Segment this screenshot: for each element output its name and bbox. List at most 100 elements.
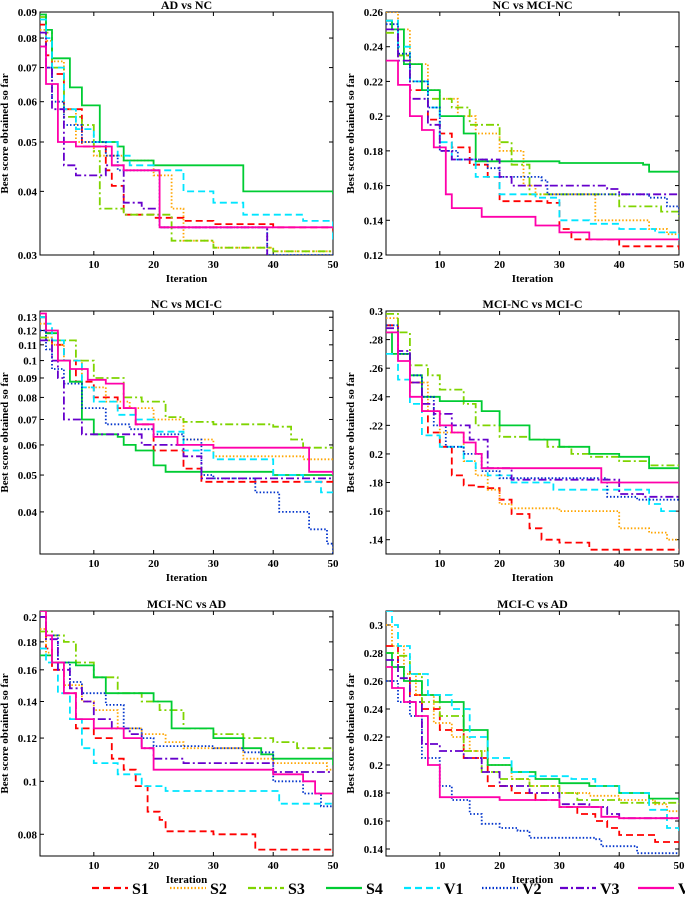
y-tick-label: 0.2 [369, 449, 383, 461]
legend-item-s1: S1 [92, 881, 149, 898]
legend: S1 S2 S3 S4 V1 V2 V3 V4 [92, 881, 685, 898]
legend-label: V4 [678, 881, 685, 898]
x-tick-label: 20 [148, 860, 160, 872]
y-tick-label: 0.16 [364, 816, 384, 828]
plot-frame [385, 310, 680, 555]
y-tick-label: 0.14 [364, 844, 384, 856]
chart-panel-1: AD vs NC Iteration Best score obtained so … [0, 0, 339, 285]
y-tick-label: 0.16 [364, 181, 384, 193]
x-tick-label: 30 [208, 860, 220, 872]
series-line-s4 [386, 19, 679, 173]
y-tick-label: 0.09 [18, 7, 38, 19]
x-tick-label: 50 [674, 259, 685, 271]
x-tick-label: 20 [148, 259, 160, 271]
legend-label: V1 [444, 881, 464, 898]
series-line-s2 [40, 628, 333, 771]
y-tick-label: 0.22 [364, 732, 384, 744]
series-line-s2 [40, 29, 333, 253]
x-tick-label: 40 [268, 259, 280, 271]
y-tick-label: 0.2 [369, 111, 383, 123]
x-tick-label: 50 [328, 860, 340, 872]
x-axis-label: Iteration [512, 572, 554, 584]
x-tick-label: 20 [494, 558, 506, 570]
legend-item-v4: V4 [638, 881, 685, 898]
x-tick-label: 50 [674, 860, 685, 872]
series-line-v1 [386, 611, 679, 835]
y-tick-label: 0.24 [364, 704, 384, 716]
x-tick-label: 10 [434, 259, 446, 271]
x-tick-label: 40 [614, 558, 626, 570]
series-line-s2 [40, 322, 333, 461]
y-tick-label: 0.13 [18, 312, 38, 324]
legend-label: S1 [132, 881, 149, 898]
y-tick-label: 0.06 [18, 97, 38, 109]
x-tick-label: 40 [614, 860, 626, 872]
y-axis-label: Best score obtained so far [0, 73, 11, 193]
series-line-v2 [40, 329, 333, 554]
plot-frame [39, 610, 334, 857]
x-axis-label: Iteration [166, 273, 208, 285]
y-axis-label: Best score obtained so far [345, 73, 357, 193]
plot-frame [385, 11, 680, 256]
plot-frame [39, 310, 334, 555]
x-tick-label: 40 [614, 259, 626, 271]
y-tick-label: 0.3 [369, 620, 383, 632]
x-tick-label: 50 [328, 558, 340, 570]
series-line-v2 [386, 680, 679, 855]
legend-label: V2 [522, 881, 542, 898]
series-line-v3 [386, 28, 679, 196]
x-tick-label: 30 [208, 558, 220, 570]
series-line-s3 [40, 336, 333, 449]
y-tick-label: 0.08 [18, 392, 38, 404]
chart-title: MCI-NC vs AD [147, 597, 227, 611]
series-line-v1 [40, 18, 333, 241]
series-line-v4 [40, 312, 333, 475]
y-tick-label: 0.07 [18, 414, 38, 426]
y-tick-label: 0.07 [18, 63, 38, 75]
chart-panel-5: MCI-NC vs AD Iteration Best score obtained… [0, 597, 339, 886]
x-tick-label: 10 [434, 860, 446, 872]
y-axis-label: Best score obtained so far [0, 673, 11, 793]
y-tick-label: 0.3 [369, 306, 383, 318]
x-tick-label: 30 [554, 259, 566, 271]
legend-item-v2: V2 [482, 881, 542, 898]
x-tick-label: 30 [208, 259, 220, 271]
y-tick-label: .18 [369, 478, 383, 490]
y-tick-label: 0.2 [23, 612, 37, 624]
y-tick-label: 0.04 [18, 507, 38, 519]
chart-panel-3: NC vs MCI-C Iteration Best score obtained … [0, 297, 339, 584]
x-tick-label: 10 [88, 558, 100, 570]
y-tick-label: .14 [369, 535, 383, 547]
series-line-v2 [40, 616, 333, 808]
legend-item-v3: V3 [560, 881, 620, 898]
y-axis-label: Best score obtained so far [345, 372, 357, 492]
x-tick-label: 30 [554, 860, 566, 872]
legend-item-v1: V1 [404, 881, 464, 898]
y-tick-label: 0.12 [364, 250, 384, 262]
legend-label: S2 [210, 881, 227, 898]
y-tick-label: 0.2 [369, 760, 383, 772]
y-tick-label: 0.1 [23, 776, 37, 788]
y-tick-label: .26 [369, 363, 383, 375]
legend-label: S3 [288, 881, 305, 898]
series-line-v4 [40, 611, 333, 795]
x-tick-label: 50 [328, 259, 340, 271]
chart-panel-4: MCI-NC vs MCI-C Iteration Best score obtai… [345, 297, 685, 584]
x-tick-label: 40 [268, 558, 280, 570]
y-tick-label: 0.11 [18, 340, 37, 352]
legend-item-s2: S2 [170, 881, 227, 898]
x-axis-label: Iteration [512, 874, 554, 886]
legend-item-s4: S4 [326, 881, 383, 898]
y-tick-label: 0.14 [18, 696, 38, 708]
plot-frame [385, 610, 680, 857]
x-axis-label: Iteration [166, 874, 208, 886]
chart-title: AD vs NC [161, 0, 212, 12]
y-tick-label: 0.1 [23, 356, 37, 368]
series-line-s2 [386, 624, 679, 813]
series-line-s2 [386, 317, 679, 541]
y-tick-label: .22 [369, 420, 383, 432]
y-axis-label: Best score obtained so far [0, 372, 11, 492]
legend-item-s3: S3 [248, 881, 305, 898]
x-tick-label: 30 [554, 558, 566, 570]
x-tick-label: 50 [674, 558, 685, 570]
